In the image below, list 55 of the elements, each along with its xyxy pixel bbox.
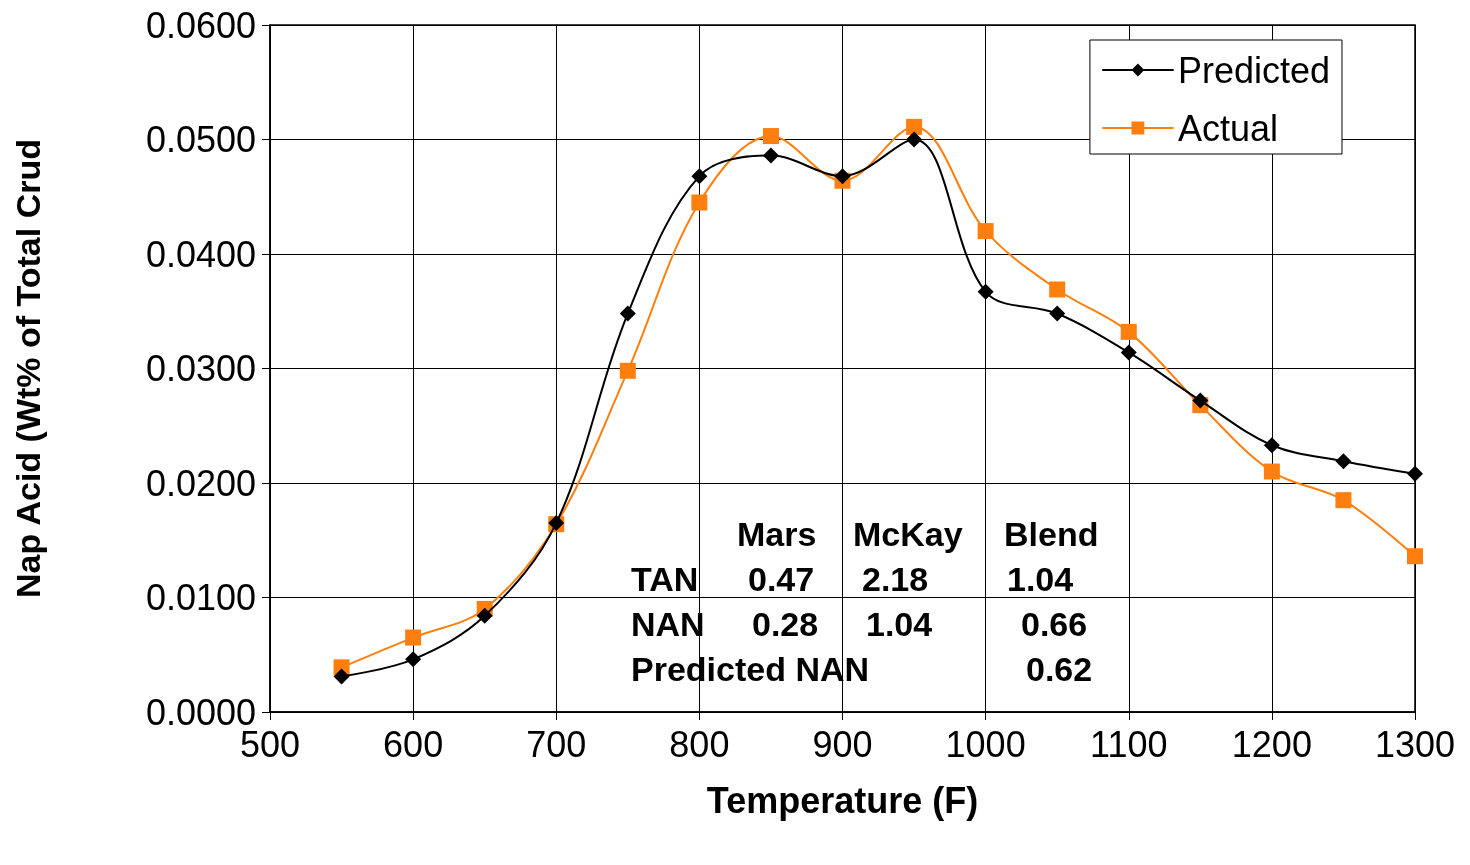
annotation: 1.04 — [866, 605, 933, 643]
legend-label: Predicted — [1177, 49, 1331, 91]
annotation: TAN — [631, 560, 699, 598]
x-tick-label: 700 — [526, 723, 587, 765]
x-tick-label: 800 — [669, 723, 730, 765]
point — [1263, 437, 1280, 454]
y-tick-label: 0.0300 — [145, 348, 256, 389]
point — [977, 223, 994, 240]
annotation: 0.66 — [1021, 605, 1088, 643]
x-axis-title: Temperature (F) — [706, 779, 979, 821]
point — [1335, 453, 1352, 470]
point — [1407, 465, 1423, 482]
annotation: McKay — [853, 515, 963, 553]
point — [1335, 492, 1352, 509]
annotation: 2.18 — [862, 560, 929, 598]
x-tick-label: 600 — [383, 723, 444, 765]
point — [762, 128, 779, 145]
y-tick-label: 0.0500 — [145, 119, 256, 160]
y-tick-label: 0.0400 — [145, 233, 256, 275]
point — [1120, 323, 1137, 340]
y-axis-title: Nap Acid (Wt% of Total Crud — [9, 139, 47, 598]
point — [1120, 344, 1137, 361]
point — [834, 168, 851, 185]
point — [1192, 392, 1209, 409]
y-tick-label: 0.0600 — [145, 4, 256, 46]
y-tick-label: 0.0200 — [145, 462, 256, 504]
point — [405, 651, 422, 668]
point — [619, 362, 636, 379]
x-tick-label: 1300 — [1374, 723, 1456, 765]
point — [1049, 305, 1066, 322]
point — [1049, 281, 1066, 298]
point — [1407, 548, 1423, 565]
point — [405, 629, 422, 646]
annotation: 0.47 — [748, 560, 815, 598]
annotation: 1.04 — [1007, 560, 1074, 598]
legend-label: Actual — [1177, 107, 1278, 149]
point — [906, 131, 923, 148]
point — [977, 283, 994, 300]
point — [476, 607, 493, 624]
y-tick-label: 0.0100 — [145, 577, 256, 618]
x-tick-label: 900 — [812, 723, 873, 765]
x-tick-label: 1000 — [945, 723, 1026, 765]
annotation: Mars — [737, 515, 817, 553]
point — [906, 118, 923, 135]
point — [619, 305, 636, 322]
annotation: 0.28 — [752, 605, 819, 643]
point — [762, 147, 779, 164]
point — [691, 194, 708, 211]
x-tick-label: 1100 — [1090, 723, 1168, 765]
x-tick-label: 1200 — [1231, 723, 1312, 765]
point — [333, 668, 350, 685]
annotation: 0.62 — [1026, 650, 1093, 688]
point — [691, 168, 708, 185]
annotation: Blend — [1004, 515, 1099, 553]
point — [1263, 463, 1280, 480]
